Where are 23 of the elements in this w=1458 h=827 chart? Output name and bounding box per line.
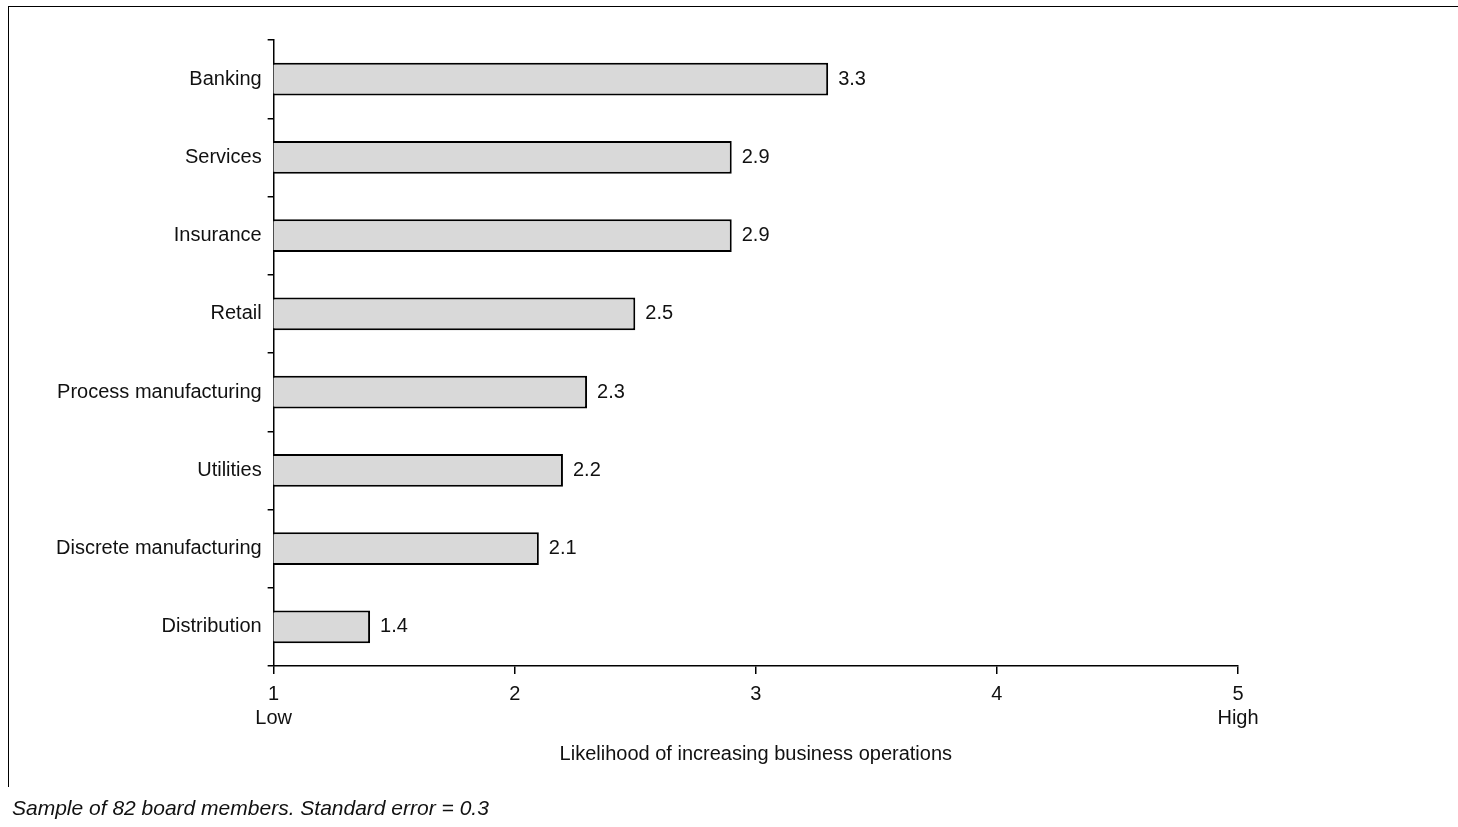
data-label: 2.9: [741, 144, 770, 167]
y-tick-label: Discrete manufacturing: [55, 536, 262, 559]
data-label: 2.1: [548, 536, 577, 559]
x-tick-label: 4: [991, 681, 1003, 704]
data-label: 2.2: [572, 457, 601, 480]
x-tick-label: 5 High: [1217, 681, 1259, 728]
x-tick-label: 3: [750, 681, 762, 704]
y-tick-label: Retail: [210, 301, 262, 324]
data-label: 3.3: [838, 66, 866, 89]
data-label: 2.5: [645, 301, 674, 324]
text: Sample of 82 board members. Standard error = 0.3: [12, 796, 489, 820]
y-tick-label: Utilities: [197, 457, 262, 480]
y-tick-label: Banking: [189, 66, 262, 89]
data-label: 2.9: [741, 223, 770, 246]
x-tick-label: 2: [509, 681, 521, 704]
y-tick-label: Services: [184, 144, 262, 167]
y-tick-label: Process manufacturing: [57, 379, 262, 402]
x-axis-title: Likelihood of increasing business operations: [559, 741, 953, 764]
y-tick-label: Distribution: [161, 614, 262, 637]
y-tick-label: Insurance: [173, 223, 262, 246]
x-tick-label: 1 Low: [255, 681, 293, 728]
data-label: 2.3: [597, 379, 625, 402]
data-label: 1.4: [380, 614, 408, 637]
